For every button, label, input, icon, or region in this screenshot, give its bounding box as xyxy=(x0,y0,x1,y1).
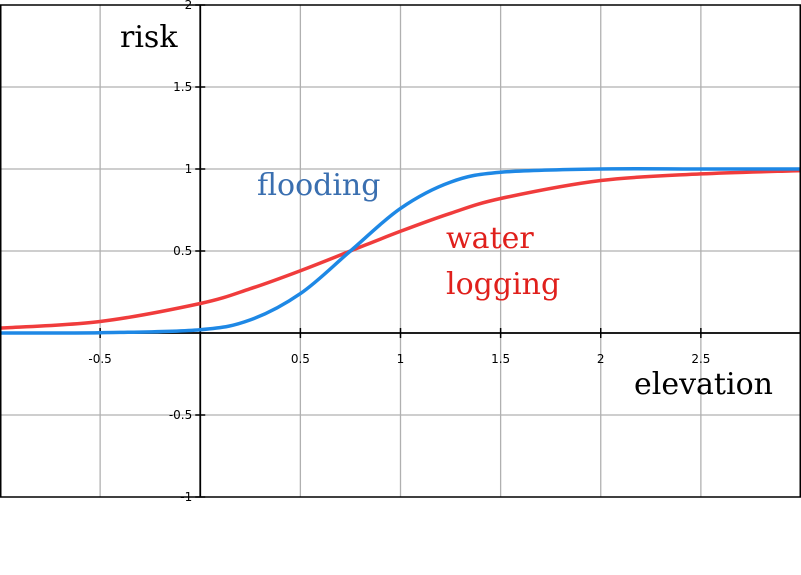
ticks: -0.5 0.5 1 1.5 2 2.5-1-0.50.511.52 xyxy=(88,0,710,504)
series-label-flooding: flooding xyxy=(257,168,380,203)
series-label-water-logging-line2: logging xyxy=(446,267,560,302)
x-tick-label: 0.5 xyxy=(291,352,310,366)
x-tick-label: 2 xyxy=(597,352,605,366)
series-line-water-logging xyxy=(0,168,801,330)
x-tick-label: 2.5 xyxy=(691,352,710,366)
y-axis-title: risk xyxy=(120,20,178,55)
y-tick-label: -0.5 xyxy=(169,408,192,422)
x-tick-label: 1 xyxy=(397,352,405,366)
x-tick-label: -0.5 xyxy=(88,352,111,366)
y-tick-label: 1.5 xyxy=(173,80,192,94)
series-label-water-logging: water logging xyxy=(446,221,560,302)
series-label-water-logging-line1: water xyxy=(446,221,534,256)
plot-frame xyxy=(0,4,801,498)
x-tick-label: 1.5 xyxy=(491,352,510,366)
y-tick-label: 0.5 xyxy=(173,244,192,258)
series-line-flooding xyxy=(0,167,801,335)
x-axis-title: elevation xyxy=(634,367,773,402)
series-lines xyxy=(0,167,801,335)
y-tick-label: 1 xyxy=(185,162,193,176)
y-tick-label: 2 xyxy=(185,0,193,12)
grid xyxy=(0,5,801,497)
